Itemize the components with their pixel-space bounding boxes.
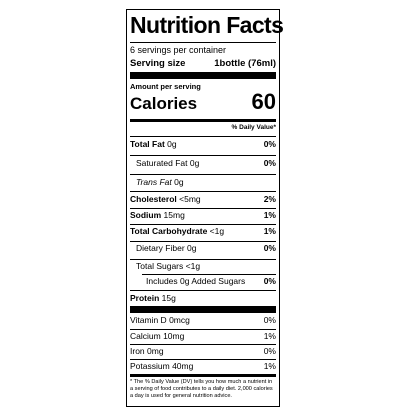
divider-medium xyxy=(130,374,276,377)
vitamin-name: Vitamin D xyxy=(130,315,167,325)
divider xyxy=(130,344,276,345)
divider-thick xyxy=(130,306,276,313)
vitamin-name: Iron xyxy=(130,346,145,356)
nutrient-name: Dietary Fiber xyxy=(136,243,185,253)
nutrient-name: Cholesterol xyxy=(130,194,177,204)
nutrient-row-total-fat: Total Fat 0g 0% xyxy=(130,139,276,150)
nutrient-row-dietary-fiber: Dietary Fiber 0g 0% xyxy=(130,243,276,254)
nutrient-name: Total Carbohydrate xyxy=(130,226,208,236)
calories-value: 60 xyxy=(251,89,276,114)
nutrient-dv: 2% xyxy=(263,194,276,204)
nutrition-facts-label: Nutrition Facts 6 servings per container… xyxy=(126,9,284,407)
divider xyxy=(130,136,276,137)
nutrient-amount: 15g xyxy=(161,293,176,303)
footnote: * The % Daily Value (DV) tells you how m… xyxy=(130,379,273,399)
divider xyxy=(130,259,276,260)
nutrient-amount: 0g xyxy=(174,177,184,187)
nutrient-name: Total Sugars xyxy=(136,261,184,271)
nutrient-amount: 0g xyxy=(189,158,200,168)
nutrient-dv: 0% xyxy=(263,276,276,286)
divider xyxy=(130,224,276,225)
servings-per-container: 6 servings per container xyxy=(130,45,227,55)
divider xyxy=(130,241,276,242)
divider xyxy=(130,359,276,360)
nutrient-amount: 15mg xyxy=(163,210,185,220)
vitamin-amount: 10mg xyxy=(163,331,185,341)
divider xyxy=(130,155,276,156)
vitamin-amount: 40mg xyxy=(172,361,194,371)
calories-label: Calories xyxy=(130,94,198,113)
vitamin-row-potassium: Potassium 40mg 1% xyxy=(130,361,276,372)
nutrient-dv: 0% xyxy=(263,139,276,149)
vitamin-name: Potassium xyxy=(130,361,170,371)
vitamin-dv: 0% xyxy=(263,315,276,325)
nutrient-amount: 0g xyxy=(167,139,177,149)
divider xyxy=(130,191,276,192)
divider xyxy=(130,42,276,43)
serving-size-row: Serving size 1bottle (76ml) xyxy=(130,58,276,69)
nutrient-name: Protein xyxy=(130,293,160,303)
calories-row: Calories 60 xyxy=(130,91,276,114)
divider xyxy=(130,290,276,291)
nutrient-amount: <1g xyxy=(209,226,225,236)
daily-value-header: % Daily Value* xyxy=(231,124,276,131)
nutrient-amount: <5mg xyxy=(179,194,201,204)
vitamin-dv: 1% xyxy=(263,331,276,341)
nutrient-row-trans-fat: Trans Fat 0g xyxy=(130,177,276,188)
nutrient-row-total-carbohydrate: Total Carbohydrate <1g 1% xyxy=(130,226,276,237)
vitamin-row-calcium: Calcium 10mg 1% xyxy=(130,331,276,342)
label-title: Nutrition Facts xyxy=(130,12,284,38)
nutrient-row-protein: Protein 15g xyxy=(130,293,276,304)
nutrient-row-total-sugars: Total Sugars <1g xyxy=(130,261,276,272)
vitamin-row-vitamin-d: Vitamin D 0mcg 0% xyxy=(130,315,276,326)
nutrient-amount: <1g xyxy=(185,261,201,271)
nutrient-dv: 0% xyxy=(263,158,276,168)
nutrient-row-added-sugars: Includes 0g Added Sugars 0% xyxy=(130,276,276,287)
nutrient-name: Sodium xyxy=(130,210,162,220)
divider xyxy=(130,208,276,209)
nutrient-dv: 0% xyxy=(263,243,276,253)
amount-per-serving: Amount per serving xyxy=(130,82,201,91)
divider-medium xyxy=(130,119,276,122)
serving-size-label: Serving size xyxy=(130,58,186,69)
vitamin-amount: 0mcg xyxy=(169,315,190,325)
nutrient-name: Saturated Fat xyxy=(136,158,188,168)
vitamin-name: Calcium xyxy=(130,331,161,341)
vitamin-row-iron: Iron 0mg 0% xyxy=(130,346,276,357)
nutrient-name: Total Fat xyxy=(130,139,165,149)
nutrient-row-sodium: Sodium 15mg 1% xyxy=(130,210,276,221)
nutrient-dv: 1% xyxy=(263,226,276,236)
serving-size-value: 1bottle (76ml) xyxy=(214,58,276,69)
nutrient-amount: 0g xyxy=(187,243,197,253)
nutrient-name: Includes 0g Added Sugars xyxy=(146,276,246,286)
nutrient-row-saturated-fat: Saturated Fat 0g 0% xyxy=(130,158,276,169)
vitamin-dv: 0% xyxy=(263,346,276,356)
nutrient-name: Trans Fat xyxy=(136,177,172,187)
nutrient-row-cholesterol: Cholesterol <5mg 2% xyxy=(130,194,276,205)
divider xyxy=(142,274,276,275)
divider xyxy=(130,329,276,330)
vitamin-amount: 0mg xyxy=(147,346,164,356)
vitamin-dv: 1% xyxy=(263,361,276,371)
divider xyxy=(130,174,276,175)
divider-thick xyxy=(130,72,276,79)
nutrient-dv: 1% xyxy=(263,210,276,220)
